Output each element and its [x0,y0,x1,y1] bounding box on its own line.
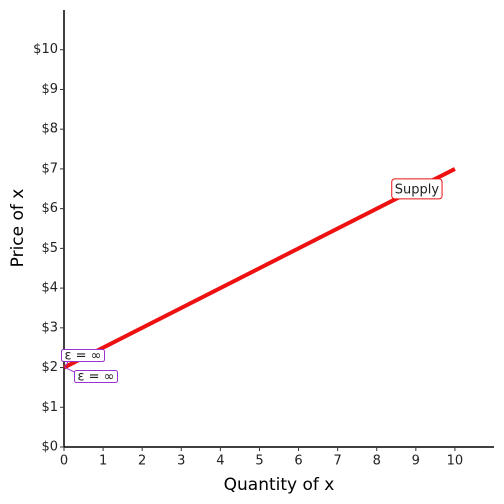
y-axis-title: Price of x [8,189,28,268]
x-axis-title: Quantity of x [224,475,335,495]
x-tick-label: 10 [447,454,464,469]
annotation: ε = ∞ [64,349,101,364]
y-tick-label: $2 [41,360,58,375]
series-label: Supply [391,178,443,200]
y-tick-label: $5 [41,241,58,256]
x-tick-label: 3 [177,454,185,469]
y-tick-label: $7 [41,161,58,176]
y-tick-label: $3 [41,320,58,335]
x-tick-label: 2 [138,454,146,469]
annotation: ε = ∞ [77,370,114,385]
x-tick-label: 4 [216,454,224,469]
y-tick-label: $10 [33,42,58,57]
y-tick-label: $9 [41,82,58,97]
y-tick-label: $4 [41,281,58,296]
y-tick-label: $6 [41,201,58,216]
x-tick-label: 7 [333,454,341,469]
x-tick-label: 0 [60,454,68,469]
label-box [391,178,443,200]
x-tick-label: 5 [255,454,263,469]
y-tick-label: $8 [41,122,58,137]
supply-line [63,167,456,370]
y-tick-label: $1 [41,400,58,415]
x-tick-label: 9 [412,454,420,469]
y-tick-label: $0 [41,440,58,455]
x-tick-label: 6 [294,454,302,469]
series-label-text: Supply [395,182,440,197]
annotation-box [73,370,119,384]
x-tick-label: 1 [99,454,107,469]
x-tick-label: 8 [373,454,381,469]
annotation-box [60,349,106,363]
